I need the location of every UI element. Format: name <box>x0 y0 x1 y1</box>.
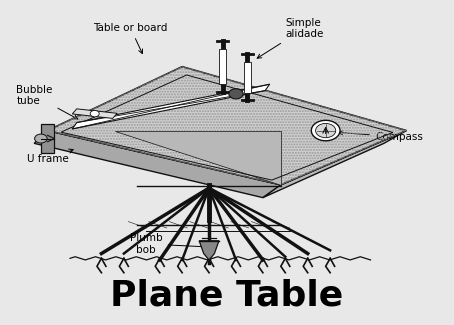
Text: Compass: Compass <box>339 131 423 142</box>
Circle shape <box>316 124 336 138</box>
Polygon shape <box>41 124 54 153</box>
Circle shape <box>311 120 340 141</box>
Text: Plumb
bob: Plumb bob <box>130 233 210 255</box>
FancyBboxPatch shape <box>219 49 226 84</box>
Polygon shape <box>115 131 281 185</box>
Circle shape <box>35 134 47 143</box>
Polygon shape <box>72 84 270 129</box>
Polygon shape <box>263 131 406 198</box>
Polygon shape <box>72 109 117 118</box>
Circle shape <box>90 111 99 117</box>
FancyBboxPatch shape <box>244 62 251 93</box>
Text: Bubble
tube: Bubble tube <box>16 84 78 119</box>
Polygon shape <box>34 131 281 198</box>
Text: U frame: U frame <box>27 149 73 164</box>
Text: Table or board: Table or board <box>94 23 168 54</box>
Polygon shape <box>199 241 219 260</box>
Text: Simple
alidade: Simple alidade <box>257 18 324 58</box>
Circle shape <box>229 89 243 99</box>
Text: Plane Table: Plane Table <box>110 279 344 313</box>
Polygon shape <box>48 67 406 185</box>
